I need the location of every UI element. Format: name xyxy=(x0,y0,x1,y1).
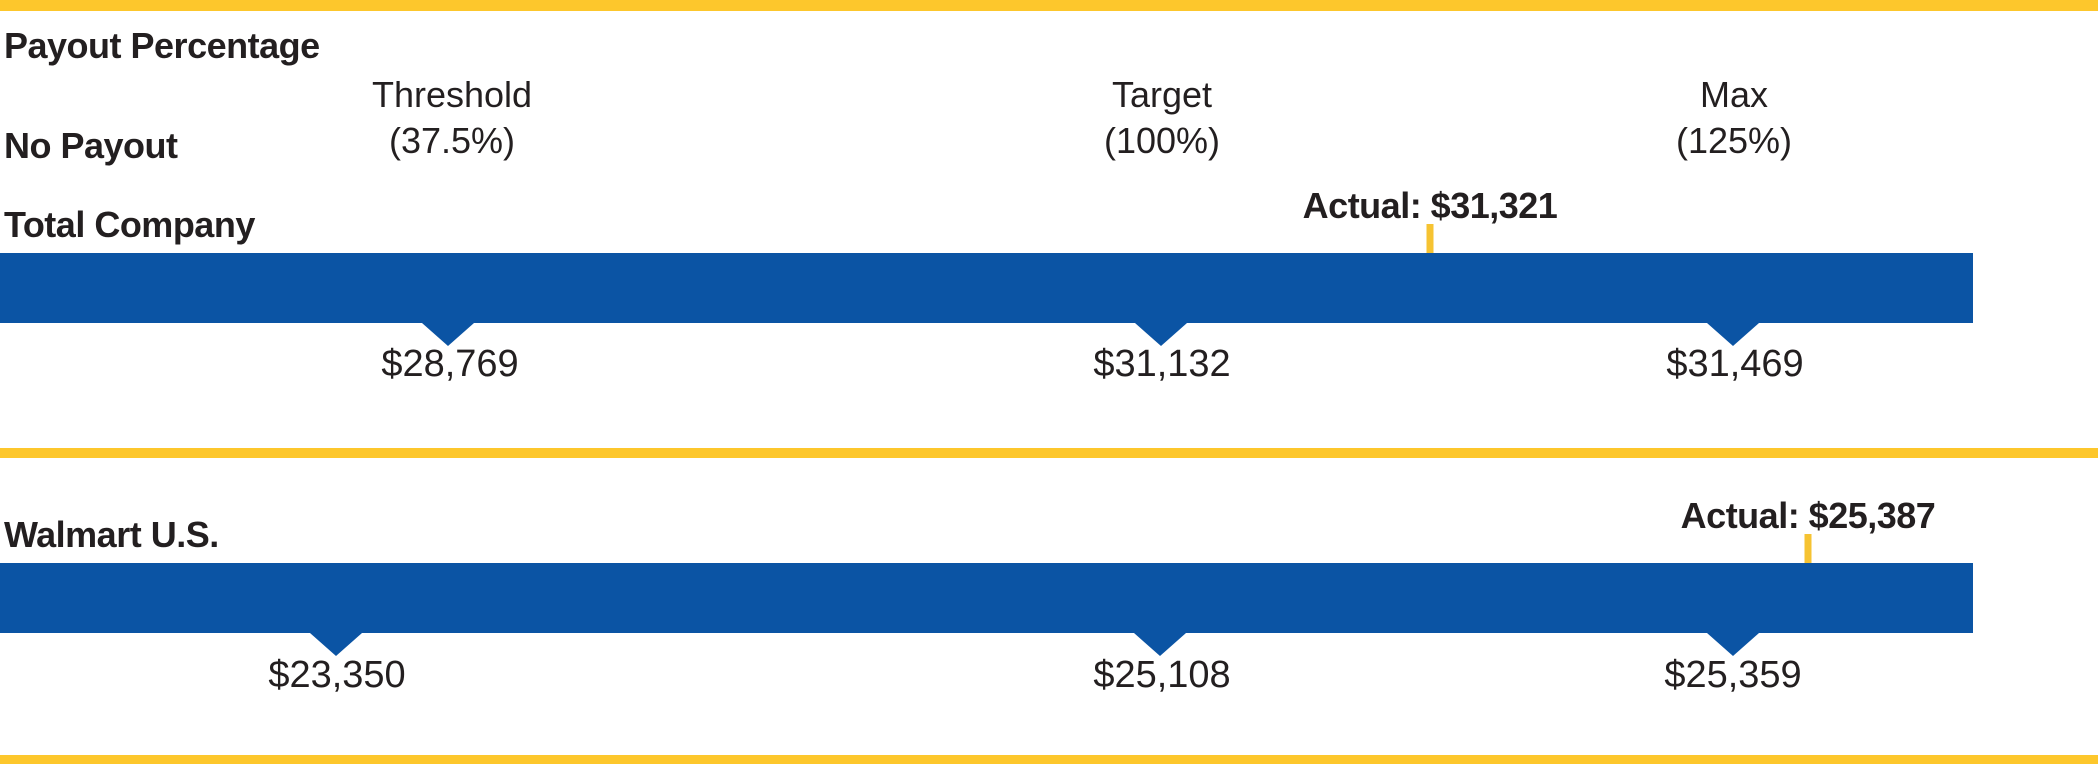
row-label-total-company: Total Company xyxy=(4,204,255,245)
target-value: $31,132 xyxy=(1093,343,1231,385)
target-value: $25,108 xyxy=(1093,654,1231,696)
max-notch-icon xyxy=(1707,323,1759,346)
column-header-max: Max (125%) xyxy=(1676,72,1792,164)
column-header-threshold: Threshold (37.5%) xyxy=(372,72,532,164)
no-payout-label: No Payout xyxy=(4,125,178,166)
actual-value-label: Actual: $25,387 xyxy=(1680,495,1936,536)
actual-marker-stem xyxy=(1426,224,1434,272)
bar-walmart-us xyxy=(0,563,1973,656)
target-notch-icon xyxy=(1135,323,1187,346)
max-label: Max xyxy=(1699,74,1768,115)
threshold-value: $28,769 xyxy=(381,343,519,385)
target-percent: (100%) xyxy=(1103,120,1221,161)
bar-total-company xyxy=(0,253,1973,346)
target-label: Target xyxy=(1111,74,1213,115)
threshold-label: Threshold xyxy=(371,74,533,115)
column-header-target: Target (100%) xyxy=(1104,72,1220,164)
threshold-notch-icon xyxy=(310,633,362,656)
threshold-notch-icon xyxy=(422,323,474,346)
chart-title: Payout Percentage xyxy=(4,25,320,66)
max-percent: (125%) xyxy=(1675,120,1793,161)
max-value: $31,469 xyxy=(1666,343,1804,385)
row-label-walmart-us: Walmart U.S. xyxy=(4,514,219,555)
actual-value-label: Actual: $31,321 xyxy=(1302,185,1558,226)
middle-rule xyxy=(0,448,2098,458)
max-notch-icon xyxy=(1707,633,1759,656)
threshold-value: $23,350 xyxy=(268,654,406,696)
threshold-percent: (37.5%) xyxy=(388,120,516,161)
actual-marker-stem xyxy=(1804,534,1812,580)
target-notch-icon xyxy=(1134,633,1186,656)
bottom-rule xyxy=(0,755,2098,764)
max-value: $25,359 xyxy=(1664,654,1802,696)
top-rule xyxy=(0,0,2098,11)
